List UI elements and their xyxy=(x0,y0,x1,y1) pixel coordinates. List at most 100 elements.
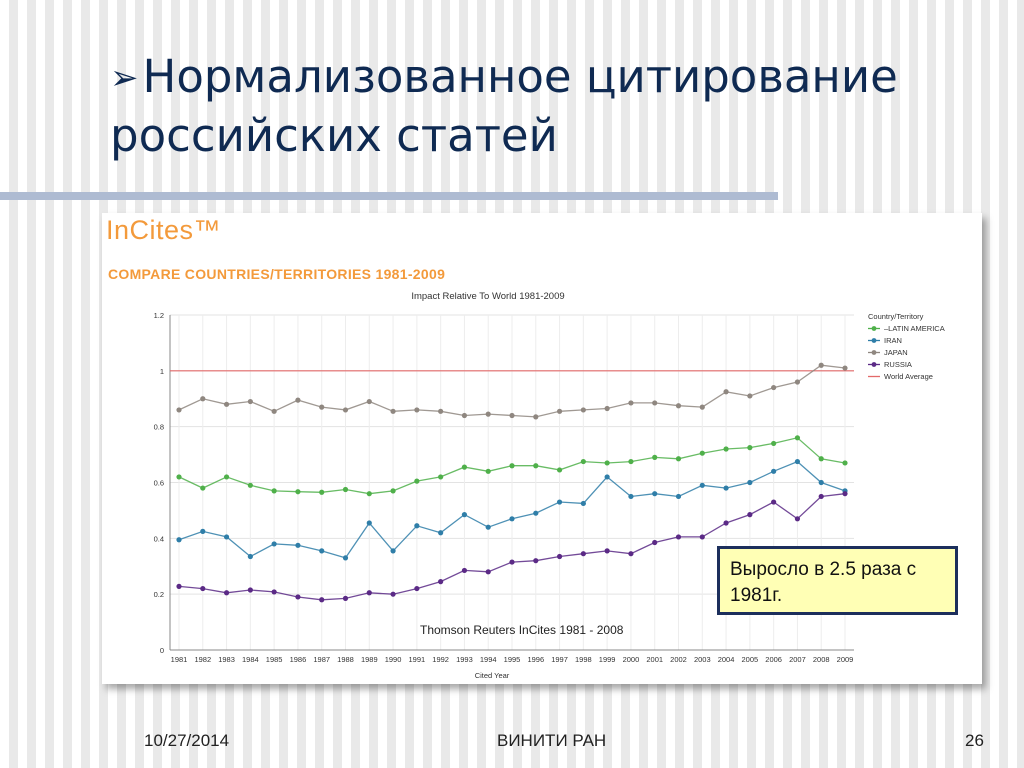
x-tick-label: 1982 xyxy=(194,655,211,664)
data-point-japan xyxy=(223,401,230,407)
data-point-iran xyxy=(485,524,491,530)
data-point-japan xyxy=(794,379,801,385)
data-point-latin_america xyxy=(342,486,349,493)
data-point-iran xyxy=(271,541,277,547)
x-tick-label: 1996 xyxy=(527,655,544,664)
data-point-iran xyxy=(699,482,705,488)
data-point-japan xyxy=(675,403,682,409)
data-point-russia xyxy=(556,553,563,560)
data-point-russia xyxy=(604,548,610,554)
data-point-iran xyxy=(509,516,515,522)
chart-title: Impact Relative To World 1981-2009 xyxy=(411,291,564,302)
y-tick-label: 0.2 xyxy=(154,590,164,599)
data-point-japan xyxy=(533,414,539,420)
legend-marker-japan xyxy=(871,350,877,355)
data-point-latin_america xyxy=(176,474,182,480)
legend-title: Country/Territory xyxy=(868,312,924,321)
data-point-japan xyxy=(295,397,301,403)
data-point-russia xyxy=(176,583,182,589)
data-point-japan xyxy=(723,389,729,395)
x-tick-label: 2006 xyxy=(765,655,782,664)
data-point-iran xyxy=(580,500,586,507)
x-tick-label: 1989 xyxy=(361,655,378,664)
data-point-latin_america xyxy=(485,468,491,474)
y-tick-label: 0.4 xyxy=(154,534,164,543)
data-point-latin_america xyxy=(533,463,539,469)
data-point-iran xyxy=(414,523,420,529)
data-point-iran xyxy=(652,491,658,497)
data-point-iran xyxy=(556,499,563,505)
x-axis-label: Cited Year xyxy=(475,671,510,680)
data-point-latin_america xyxy=(223,474,230,480)
data-point-japan xyxy=(556,408,563,414)
data-point-iran xyxy=(723,485,729,491)
data-point-latin_america xyxy=(842,460,848,466)
legend-label-latin_america: –LATIN AMERICA xyxy=(884,324,945,333)
data-point-japan xyxy=(580,407,586,413)
data-point-russia xyxy=(533,558,539,564)
data-point-iran xyxy=(604,474,610,480)
data-point-japan xyxy=(628,400,634,406)
data-point-russia xyxy=(580,551,586,557)
data-point-iran xyxy=(628,493,634,500)
x-tick-label: 1999 xyxy=(599,655,616,664)
data-point-japan xyxy=(461,412,468,419)
x-tick-label: 1993 xyxy=(456,655,473,664)
data-point-russia xyxy=(699,534,705,540)
data-point-iran xyxy=(390,548,396,554)
data-point-latin_america xyxy=(556,467,563,473)
x-tick-label: 2004 xyxy=(718,655,735,664)
data-point-japan xyxy=(414,407,420,413)
y-tick-label: 1.2 xyxy=(154,311,164,320)
y-tick-label: 1 xyxy=(160,367,164,376)
data-point-iran xyxy=(771,468,777,474)
data-point-iran xyxy=(176,537,182,543)
footer-organization: ВИНИТИ РАН xyxy=(497,731,607,750)
data-point-latin_america xyxy=(200,485,206,491)
slide-title-line1: Нормализованное цитирование xyxy=(142,50,898,103)
footer-date: 10/27/2014 xyxy=(144,731,230,750)
data-point-iran xyxy=(461,512,468,518)
data-point-iran xyxy=(747,479,753,486)
data-point-japan xyxy=(747,393,753,399)
data-point-latin_america xyxy=(652,454,658,460)
data-point-japan xyxy=(842,365,848,371)
y-tick-label: 0.8 xyxy=(154,423,164,432)
data-point-japan xyxy=(818,362,824,368)
data-point-russia xyxy=(223,590,230,596)
data-point-russia xyxy=(818,493,824,500)
data-point-latin_america xyxy=(295,489,301,495)
data-point-iran xyxy=(366,520,372,526)
x-tick-label: 2000 xyxy=(623,655,640,664)
data-point-latin_america xyxy=(438,474,444,480)
data-point-latin_america xyxy=(390,488,396,494)
x-tick-label: 1983 xyxy=(218,655,235,664)
data-point-russia xyxy=(747,512,753,518)
legend-marker-latin_america xyxy=(871,326,877,331)
data-point-japan xyxy=(200,396,206,402)
data-point-iran xyxy=(342,555,349,561)
data-point-russia xyxy=(628,551,634,557)
data-point-russia xyxy=(509,559,515,565)
x-tick-label: 1990 xyxy=(385,655,402,664)
data-point-japan xyxy=(699,404,705,410)
data-point-japan xyxy=(604,405,610,412)
data-point-latin_america xyxy=(271,488,277,494)
data-point-russia xyxy=(200,585,206,592)
data-point-japan xyxy=(342,407,349,413)
data-point-russia xyxy=(842,491,848,497)
x-tick-label: 1995 xyxy=(504,655,521,664)
panel-subtitle: COMPARE COUNTRIES/TERRITORIES 1981-2009 xyxy=(108,266,446,282)
data-point-latin_america xyxy=(247,482,253,488)
data-point-japan xyxy=(509,412,515,419)
data-point-russia xyxy=(271,589,277,595)
slide-title-line2: российских статей xyxy=(110,109,558,162)
x-tick-label: 2009 xyxy=(837,655,854,664)
data-point-russia xyxy=(295,594,301,600)
y-tick-label: 0 xyxy=(160,646,164,655)
data-point-russia xyxy=(461,567,468,574)
legend-label-japan: JAPAN xyxy=(884,348,908,357)
data-point-russia xyxy=(771,499,777,505)
legend-marker-iran xyxy=(871,338,877,343)
data-point-japan xyxy=(485,411,491,417)
